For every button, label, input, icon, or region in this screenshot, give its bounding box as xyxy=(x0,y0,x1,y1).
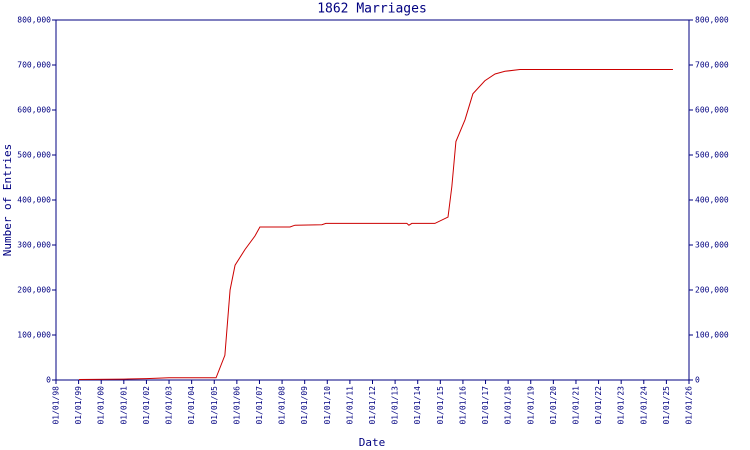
x-tick-label: 01/01/22 xyxy=(594,386,603,425)
y2-tick-label: 600,000 xyxy=(695,106,729,115)
x-tick-label: 01/01/23 xyxy=(617,386,626,425)
x-tick-label: 01/01/11 xyxy=(345,386,354,425)
y-axis-title: Number of Entries xyxy=(1,144,14,257)
x-tick-label: 01/01/19 xyxy=(526,386,535,425)
x-tick-label: 01/01/08 xyxy=(278,386,287,425)
data-line xyxy=(79,69,673,381)
y-tick-label: 100,000 xyxy=(17,331,51,340)
chart-title: 1862 Marriages xyxy=(317,2,427,17)
x-tick-label: 01/01/05 xyxy=(210,386,219,425)
x-tick-label: 01/01/98 xyxy=(52,386,61,425)
x-tick-label: 01/01/04 xyxy=(187,386,196,425)
x-tick-label: 01/01/99 xyxy=(74,386,83,425)
x-tick-label: 01/01/01 xyxy=(119,386,128,425)
x-tick-label: 01/01/00 xyxy=(97,386,106,425)
y2-tick-label: 300,000 xyxy=(695,241,729,250)
x-tick-label: 01/01/10 xyxy=(323,386,332,425)
x-tick-label: 01/01/07 xyxy=(255,386,264,425)
x-tick-label: 01/01/06 xyxy=(232,386,241,425)
x-tick-label: 01/01/18 xyxy=(504,386,513,425)
x-tick-label: 01/01/15 xyxy=(436,386,445,425)
x-tick-label: 01/01/14 xyxy=(413,386,422,425)
x-tick-label: 01/01/09 xyxy=(300,386,309,425)
x-tick-label: 01/01/26 xyxy=(685,386,694,425)
y-tick-label: 500,000 xyxy=(17,151,51,160)
y2-tick-label: 500,000 xyxy=(695,151,729,160)
x-tick-label: 01/01/13 xyxy=(391,386,400,425)
y2-tick-label: 800,000 xyxy=(695,16,729,25)
x-tick-label: 01/01/25 xyxy=(662,386,671,425)
x-tick-label: 01/01/21 xyxy=(571,386,580,425)
plot-frame xyxy=(55,19,690,381)
x-tick-label: 01/01/12 xyxy=(368,386,377,425)
y-tick-label: 600,000 xyxy=(17,106,51,115)
y2-tick-label: 700,000 xyxy=(695,61,729,70)
y-tick-label: 700,000 xyxy=(17,61,51,70)
x-axis-title: Date xyxy=(359,436,386,449)
x-tick-label: 01/01/03 xyxy=(165,386,174,425)
y-tick-label: 400,000 xyxy=(17,196,51,205)
x-tick-label: 01/01/24 xyxy=(639,386,648,425)
y2-tick-label: 0 xyxy=(695,376,700,385)
y2-tick-label: 100,000 xyxy=(695,331,729,340)
y-tick-label: 800,000 xyxy=(17,16,51,25)
y-tick-label: 200,000 xyxy=(17,286,51,295)
y2-tick-label: 200,000 xyxy=(695,286,729,295)
y2-tick-label: 400,000 xyxy=(695,196,729,205)
x-tick-label: 01/01/16 xyxy=(458,386,467,425)
x-tick-label: 01/01/17 xyxy=(481,386,490,425)
y-tick-label: 300,000 xyxy=(17,241,51,250)
y-tick-label: 0 xyxy=(46,376,51,385)
x-tick-label: 01/01/02 xyxy=(142,386,151,425)
x-tick-label: 01/01/20 xyxy=(549,386,558,425)
